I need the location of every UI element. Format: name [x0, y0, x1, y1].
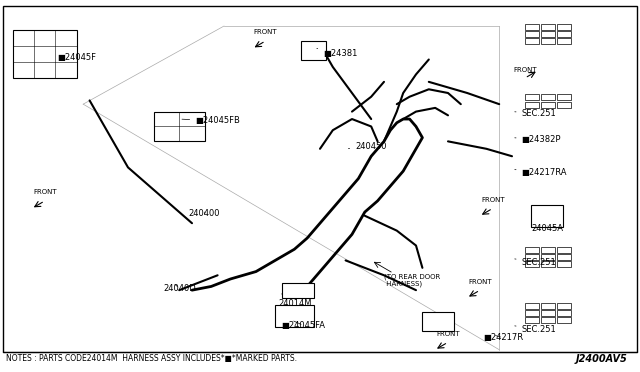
Bar: [282, 283, 314, 298]
Bar: [557, 24, 571, 30]
Bar: [557, 310, 571, 316]
Text: ■24045F: ■24045F: [58, 53, 97, 62]
Text: SEC.251: SEC.251: [515, 109, 556, 118]
Text: ■24045FB: ■24045FB: [182, 116, 240, 125]
Bar: [557, 261, 571, 267]
Text: FRONT: FRONT: [254, 29, 277, 35]
Bar: [557, 38, 571, 44]
Bar: [154, 112, 205, 141]
Text: SEC.251: SEC.251: [515, 258, 556, 267]
Bar: [541, 317, 555, 323]
Bar: [557, 247, 571, 253]
Bar: [525, 94, 539, 100]
Text: FRONT: FRONT: [436, 331, 460, 337]
Bar: [557, 303, 571, 309]
Bar: [525, 261, 539, 267]
Bar: [557, 94, 571, 100]
Bar: [525, 303, 539, 309]
Text: 24045A: 24045A: [531, 224, 563, 233]
Bar: [541, 102, 555, 108]
Text: FRONT: FRONT: [468, 279, 492, 285]
Text: FRONT: FRONT: [513, 67, 536, 73]
Bar: [525, 254, 539, 260]
Text: 24040D: 24040D: [163, 284, 196, 293]
Bar: [541, 94, 555, 100]
Text: 240450: 240450: [348, 142, 387, 151]
Bar: [541, 261, 555, 267]
Text: (TO REAR DOOR
 HARNESS): (TO REAR DOOR HARNESS): [384, 273, 440, 288]
Bar: [13, 30, 77, 78]
Bar: [541, 247, 555, 253]
Bar: [541, 254, 555, 260]
Bar: [557, 31, 571, 37]
Text: ■24217R: ■24217R: [483, 333, 524, 342]
Bar: [525, 317, 539, 323]
Bar: [557, 254, 571, 260]
Text: ■24217RA: ■24217RA: [515, 169, 567, 177]
Bar: [301, 41, 326, 60]
Text: FRONT: FRONT: [481, 197, 504, 203]
Bar: [541, 38, 555, 44]
Bar: [525, 24, 539, 30]
Bar: [525, 102, 539, 108]
Text: ■24045FA: ■24045FA: [282, 321, 326, 330]
Bar: [541, 24, 555, 30]
Text: 24014M: 24014M: [278, 294, 312, 308]
Bar: [541, 310, 555, 316]
Text: ■24381: ■24381: [317, 48, 358, 58]
Bar: [422, 312, 454, 331]
Text: J2400AV5: J2400AV5: [575, 354, 627, 364]
Bar: [525, 247, 539, 253]
Text: ■24382P: ■24382P: [515, 135, 561, 144]
Text: FRONT: FRONT: [33, 189, 56, 195]
Bar: [275, 305, 314, 327]
Bar: [541, 303, 555, 309]
Bar: [541, 31, 555, 37]
Bar: [525, 38, 539, 44]
Text: 240400: 240400: [189, 209, 220, 218]
Bar: [557, 317, 571, 323]
Text: NOTES : PARTS CODE24014M  HARNESS ASSY INCLUDES*■*MARKED PARTS.: NOTES : PARTS CODE24014M HARNESS ASSY IN…: [6, 355, 298, 363]
Bar: [525, 31, 539, 37]
Text: SEC.251: SEC.251: [515, 325, 556, 334]
Bar: [557, 102, 571, 108]
Bar: [531, 205, 563, 227]
Bar: [525, 310, 539, 316]
